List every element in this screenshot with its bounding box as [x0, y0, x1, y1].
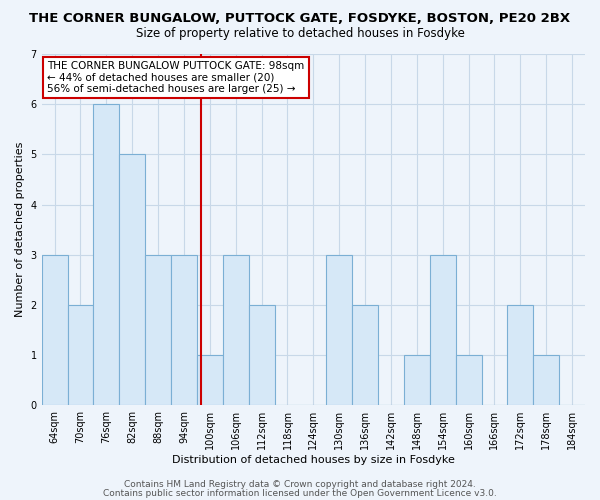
- Y-axis label: Number of detached properties: Number of detached properties: [15, 142, 25, 318]
- Bar: [248, 305, 275, 405]
- Text: THE CORNER BUNGALOW PUTTOCK GATE: 98sqm
← 44% of detached houses are smaller (20: THE CORNER BUNGALOW PUTTOCK GATE: 98sqm …: [47, 61, 304, 94]
- Bar: [68, 305, 94, 405]
- Bar: [352, 305, 378, 405]
- Bar: [533, 355, 559, 405]
- Bar: [326, 254, 352, 405]
- Bar: [223, 254, 248, 405]
- Bar: [508, 305, 533, 405]
- Bar: [430, 254, 455, 405]
- Text: Contains public sector information licensed under the Open Government Licence v3: Contains public sector information licen…: [103, 488, 497, 498]
- Text: THE CORNER BUNGALOW, PUTTOCK GATE, FOSDYKE, BOSTON, PE20 2BX: THE CORNER BUNGALOW, PUTTOCK GATE, FOSDY…: [29, 12, 571, 26]
- Bar: [404, 355, 430, 405]
- Bar: [145, 254, 171, 405]
- Bar: [119, 154, 145, 405]
- X-axis label: Distribution of detached houses by size in Fosdyke: Distribution of detached houses by size …: [172, 455, 455, 465]
- Bar: [197, 355, 223, 405]
- Bar: [41, 254, 68, 405]
- Text: Contains HM Land Registry data © Crown copyright and database right 2024.: Contains HM Land Registry data © Crown c…: [124, 480, 476, 489]
- Bar: [455, 355, 482, 405]
- Bar: [94, 104, 119, 405]
- Bar: [171, 254, 197, 405]
- Text: Size of property relative to detached houses in Fosdyke: Size of property relative to detached ho…: [136, 28, 464, 40]
